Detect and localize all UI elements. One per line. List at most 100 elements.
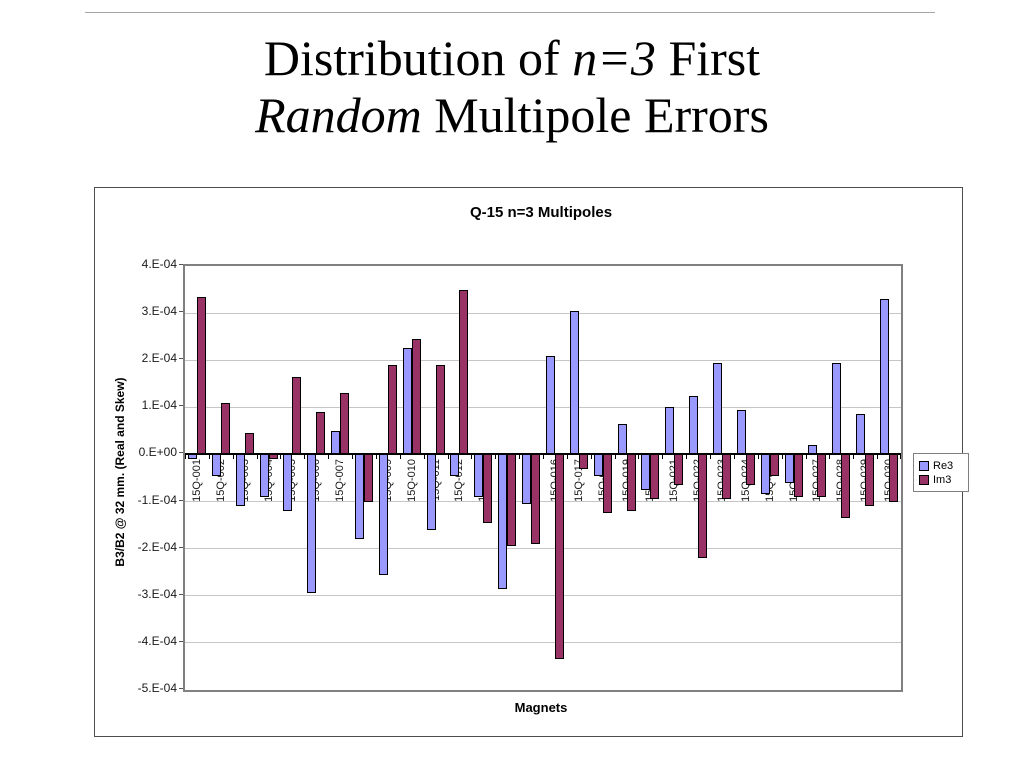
bar-re3-15Q-018	[593, 454, 603, 476]
title-part: Multipole Errors	[421, 87, 769, 143]
bar-im3-15Q-026	[793, 454, 803, 497]
x-axis-tick-label: 15Q-007	[334, 459, 347, 503]
bar-im3-15Q-017	[578, 454, 588, 469]
bar-im3-15Q-009	[387, 364, 397, 455]
title-part: Distribution of	[263, 30, 573, 86]
chart-title: Q-15 n=3 Multipoles	[469, 204, 613, 221]
bar-re3-15Q-007	[331, 430, 341, 455]
category-tick	[257, 455, 258, 460]
bar-im3-15Q-028	[841, 454, 851, 519]
category-tick	[567, 455, 568, 460]
category-tick	[591, 455, 592, 460]
bar-im3-15Q-007	[340, 393, 350, 455]
category-tick	[424, 455, 425, 460]
category-tick	[900, 455, 901, 460]
y-axis-tick-label: 3.E-04	[141, 304, 177, 319]
bar-im3-15Q-001	[196, 296, 206, 455]
title-part: First	[655, 30, 761, 86]
bar-re3-15Q-024	[736, 409, 746, 455]
legend-label: Im3	[933, 474, 952, 486]
bar-im3-15Q-029	[865, 454, 875, 507]
bar-re3-15Q-002	[211, 454, 221, 476]
bar-re3-15Q-029	[856, 414, 866, 455]
slide-title: Distribution of n=3 First Random Multipo…	[0, 30, 1024, 144]
category-tick	[686, 455, 687, 460]
gridline	[185, 359, 901, 361]
y-axis-tick	[179, 688, 184, 689]
bar-im3-15Q-024	[745, 454, 755, 486]
bar-im3-15Q-011	[435, 364, 445, 455]
y-axis-tick-label: -4.E-04	[137, 633, 177, 648]
bar-re3-15Q-026	[784, 454, 794, 483]
slide-title-line2: Random Multipole Errors	[0, 87, 1024, 144]
bar-im3-15Q-016	[554, 454, 564, 660]
bar-re3-15Q-020	[641, 454, 651, 490]
legend: Re3 Im3	[913, 453, 969, 492]
bar-re3-15Q-012	[450, 454, 460, 476]
y-axis-tick	[179, 546, 184, 548]
bar-im3-15Q-025	[769, 454, 779, 476]
category-tick	[495, 455, 496, 460]
bar-im3-15Q-021	[674, 454, 684, 486]
y-axis-tick-label: -3.E-04	[137, 586, 177, 601]
bar-re3-15Q-013	[474, 454, 484, 497]
legend-item-im3: Im3	[919, 474, 968, 486]
category-tick	[448, 455, 449, 460]
category-tick	[280, 455, 281, 460]
bar-re3-15Q-015	[522, 454, 532, 504]
bar-re3-15Q-030	[880, 298, 890, 455]
bar-im3-15Q-010	[411, 339, 421, 455]
bar-im3-15Q-019	[626, 454, 636, 511]
bar-im3-15Q-020	[650, 454, 660, 500]
bar-im3-15Q-027	[817, 454, 827, 497]
category-tick	[376, 455, 377, 460]
bar-re3-15Q-028	[832, 362, 842, 455]
category-tick	[734, 455, 735, 460]
bar-im3-15Q-023	[722, 454, 731, 500]
bar-re3-15Q-005	[283, 454, 293, 511]
bar-re3-15Q-009	[378, 454, 388, 575]
bar-im3-15Q-018	[602, 454, 612, 514]
bar-im3-15Q-030	[889, 454, 899, 502]
plot-area: 15Q-001 15Q-002 15Q-003 15Q-004 15Q-005 15Q-0…	[183, 264, 903, 692]
y-axis-tick	[179, 358, 184, 360]
category-tick	[758, 455, 759, 460]
category-tick	[806, 455, 807, 460]
bar-re3-15Q-017	[569, 310, 579, 455]
y-axis-tick-label: 4.E-04	[141, 257, 177, 271]
category-tick	[710, 455, 711, 460]
y-axis-tick-label: -5.E-04	[137, 681, 177, 695]
category-tick	[615, 455, 616, 460]
bar-im3-15Q-008	[364, 454, 373, 502]
x-axis-zero-line	[185, 453, 901, 456]
bar-im3-15Q-005	[292, 376, 302, 455]
bar-im3-15Q-002	[220, 402, 230, 455]
legend-label: Re3	[933, 460, 954, 472]
category-tick	[400, 455, 401, 460]
bar-re3-15Q-004	[259, 454, 269, 497]
category-tick	[782, 455, 783, 460]
bar-im3-15Q-012	[459, 289, 469, 455]
title-part: Random	[255, 87, 422, 143]
category-tick	[829, 455, 830, 460]
y-axis-tick-label: -1.E-04	[137, 492, 177, 507]
gridline	[185, 406, 901, 408]
title-part: n=3	[572, 30, 656, 86]
legend-item-re3: Re3	[919, 460, 968, 472]
legend-swatch-icon	[919, 461, 929, 471]
gridline	[185, 642, 901, 644]
y-axis-tick-label: 0.E+00	[138, 445, 177, 460]
bar-im3-15Q-003	[244, 433, 254, 455]
category-tick	[519, 455, 520, 460]
gridline	[185, 548, 901, 550]
category-tick	[209, 455, 210, 460]
category-tick	[233, 455, 234, 460]
chart-frame: Q-15 n=3 Multipoles B3/B2 @ 32 mm. (Real…	[94, 187, 969, 737]
top-rule	[85, 12, 935, 13]
y-axis-tick	[179, 311, 184, 313]
legend-swatch-icon	[919, 475, 929, 485]
bar-re3-15Q-016	[545, 355, 555, 455]
y-axis-tick	[179, 593, 184, 595]
bar-im3-15Q-013	[483, 454, 493, 523]
y-axis-title: B3/B2 @ 32 mm. (Real and Skew)	[113, 377, 127, 567]
